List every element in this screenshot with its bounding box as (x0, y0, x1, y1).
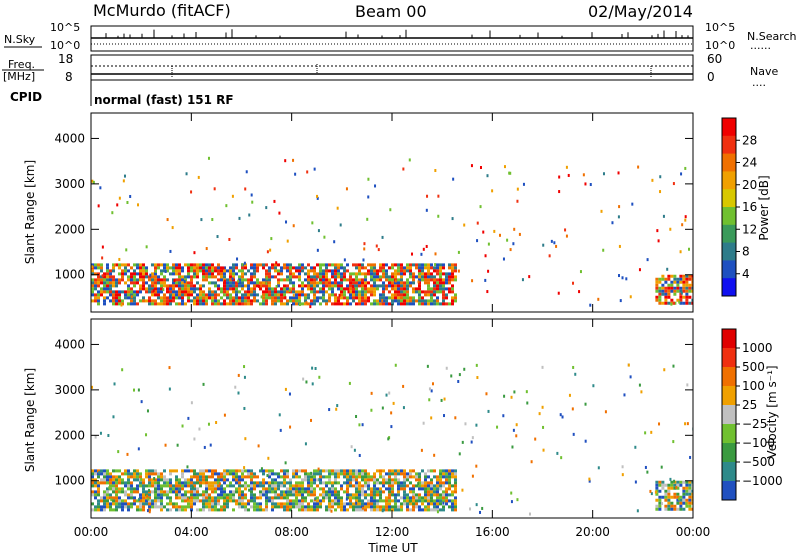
colorbar-swatch (722, 207, 736, 226)
cpid-label: CPID (10, 90, 42, 104)
freq-label: Freq. (8, 58, 35, 71)
noise-panel: N.Sky 10^5 10^0 10^5 10^0 N.Search .....… (4, 21, 797, 52)
colorbar-tick-label: −100 (742, 436, 775, 450)
colorbar-tick-label: 4 (742, 267, 750, 281)
x-tick-label: 00:00 (676, 525, 711, 539)
velocity-colorbar-label: Velocity [m s⁻¹] (765, 365, 779, 458)
colorbar-tick-label: −500 (742, 455, 775, 469)
noise-tick-right-high: 10^5 (705, 21, 735, 34)
colorbar-swatch (722, 135, 736, 155)
power-colorbar-label: Power [dB] (757, 175, 771, 240)
y-tick-label: 3000 (54, 177, 85, 191)
colorbar-swatch (722, 171, 736, 190)
colorbar-tick-label: 25 (742, 398, 757, 412)
colorbar-swatch (722, 424, 736, 444)
colorbar-swatch (722, 329, 736, 349)
y-tick-label: 2000 (54, 428, 85, 442)
x-tick-label: 00:00 (74, 525, 109, 539)
colorbar-swatch (722, 386, 736, 406)
velocity-ylabel: Slant Range [km] (23, 368, 37, 472)
colorbar-tick-label: 1000 (742, 341, 773, 355)
colorbar-swatch (722, 367, 736, 387)
power-panel: 1000 2000 3000 4000 Slant Range [km] 4 8 12 16… (23, 112, 771, 313)
y-tick-label: 1000 (54, 474, 85, 488)
freq-nave-panel: Freq. [MHz] 18 8 60 0 Nave .... (2, 52, 778, 89)
noise-tick-left-high: 10^5 (50, 21, 80, 34)
nave-label: Nave (750, 65, 778, 78)
x-tick-label: 16:00 (475, 525, 510, 539)
power-data (91, 156, 693, 309)
colorbar-swatch (722, 278, 736, 297)
colorbar-swatch (722, 405, 736, 425)
beam-title: Beam 00 (355, 2, 427, 21)
velocity-colorbar: 1000 500 100 25 −25 −100 −500 −1000 (721, 328, 783, 501)
colorbar-tick-label: 12 (742, 222, 757, 236)
x-tick-label: 20:00 (575, 525, 610, 539)
colorbar-swatch (722, 348, 736, 368)
nave-tick-high: 60 (707, 52, 722, 66)
power-axes: 1000 2000 3000 4000 (54, 113, 694, 312)
colorbar-swatch (722, 153, 736, 172)
freq-unit: [MHz] (3, 70, 35, 83)
velocity-data (91, 363, 693, 516)
cpid-panel: CPID normal (fast) 151 RF (10, 80, 234, 107)
y-tick-label: 2000 (54, 222, 85, 236)
noise-tick-right-low: 10^0 (705, 39, 735, 52)
noise-tick-left-low: 10^0 (50, 39, 80, 52)
colorbar-swatch (722, 242, 736, 261)
x-tick-label: 12:00 (375, 525, 410, 539)
colorbar-swatch (722, 462, 736, 482)
colorbar-swatch (722, 260, 736, 279)
x-tick-label: 08:00 (274, 525, 309, 539)
colorbar-swatch (722, 224, 736, 244)
colorbar-tick-label: 100 (742, 379, 765, 393)
cpid-text: normal (fast) 151 RF (94, 93, 234, 107)
colorbar-swatch (722, 481, 736, 501)
y-tick-label: 4000 (54, 131, 85, 145)
velocity-panel: 1000 2000 3000 4000 Slant Range [km] 1000 50… (23, 318, 783, 519)
noise-spikes (105, 29, 689, 38)
colorbar-tick-label: 8 (742, 245, 750, 259)
x-tick-label: 04:00 (174, 525, 209, 539)
freq-tick-high: 18 (58, 52, 73, 66)
colorbar-tick-label: 24 (742, 156, 757, 170)
colorbar-swatch (722, 443, 736, 463)
colorbar-swatch (722, 118, 736, 137)
colorbar-tick-label: −1000 (742, 474, 783, 488)
colorbar-swatch (722, 189, 736, 208)
time-axis-ticks: 00:00 04:00 08:00 12:00 16:00 20:00 00:00 (74, 525, 711, 539)
colorbar-tick-label: 16 (742, 200, 757, 214)
y-tick-label: 1000 (54, 268, 85, 282)
time-axis-label: Time UT (367, 541, 418, 554)
power-ylabel: Slant Range [km] (23, 160, 37, 264)
colorbar-tick-label: −25 (742, 417, 767, 431)
nave-tick-low: 0 (707, 70, 715, 84)
nsearch-marker: ...... (750, 39, 771, 52)
station-title: McMurdo (fitACF) (93, 1, 231, 20)
nsky-label: N.Sky (4, 33, 36, 46)
nave-marker: .... (752, 76, 766, 89)
colorbar-tick-label: 28 (742, 133, 757, 147)
power-colorbar: 4 8 12 16 20 24 28 (721, 117, 757, 297)
colorbar-tick-label: 500 (742, 360, 765, 374)
velocity-axes: 1000 2000 3000 4000 (54, 319, 694, 518)
freq-tick-low: 8 (65, 70, 73, 84)
y-tick-label: 4000 (54, 337, 85, 351)
colorbar-tick-label: 20 (742, 178, 757, 192)
nsearch-label: N.Search (747, 30, 797, 43)
y-tick-label: 3000 (54, 383, 85, 397)
date-title: 02/May/2014 (588, 2, 693, 21)
